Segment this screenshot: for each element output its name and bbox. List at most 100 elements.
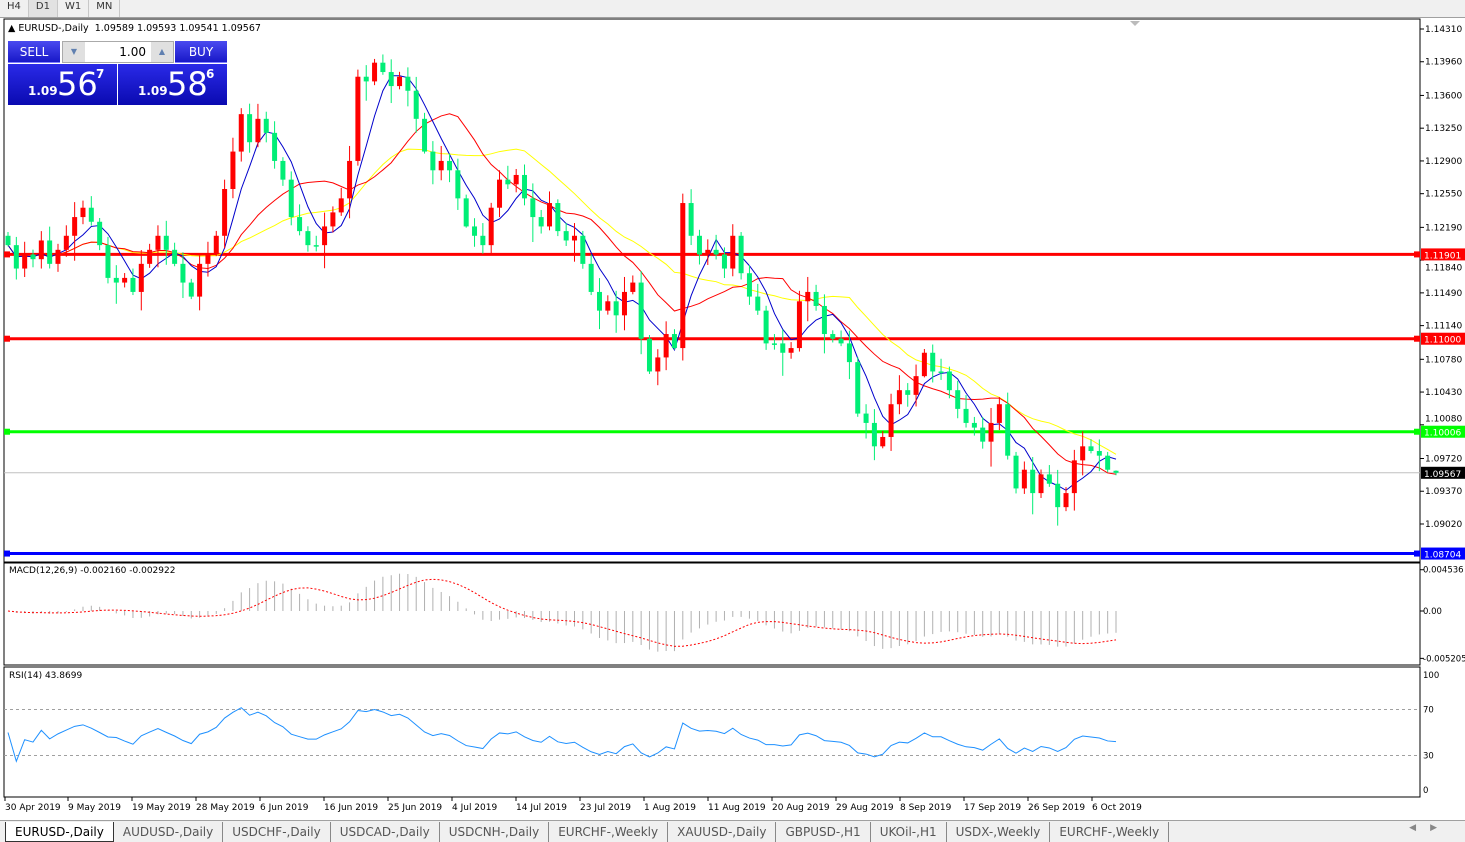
macd-axis-label: -0.005205 xyxy=(1423,654,1465,664)
price-axis-label: 1.10080 xyxy=(1425,415,1462,425)
candle-body xyxy=(971,422,977,428)
candle-body xyxy=(780,343,786,353)
candle-body xyxy=(105,245,111,278)
chart-title: ▲ EURUSD-,Daily 1.09589 1.09593 1.09541 … xyxy=(8,23,261,34)
timeframe-d1[interactable]: D1 xyxy=(28,0,58,17)
tab-scroll-arrows[interactable]: ◀▶ xyxy=(1409,823,1451,833)
rsi-line xyxy=(7,707,1117,763)
candle-body xyxy=(1113,470,1119,473)
lot-decrease-icon[interactable]: ▼ xyxy=(63,42,85,62)
candle-body xyxy=(596,291,602,311)
candle-body xyxy=(680,203,686,349)
price-axis-label: 1.12190 xyxy=(1425,223,1462,233)
candle-body xyxy=(63,235,69,250)
candle-body xyxy=(1071,460,1077,494)
candle-body xyxy=(813,291,819,306)
level-handle xyxy=(4,251,10,258)
candle-body xyxy=(255,118,261,143)
candle-body xyxy=(263,118,269,133)
timeframe-h4[interactable]: H4 xyxy=(0,0,29,17)
rsi-axis-label: 30 xyxy=(1423,752,1434,762)
ma-medium-line xyxy=(7,113,1117,475)
candle-body xyxy=(1005,404,1011,456)
candle-body xyxy=(130,277,136,292)
chart-tab[interactable]: USDCAD-,Daily xyxy=(331,822,440,842)
chart-tab[interactable]: USDX-,Weekly xyxy=(947,822,1051,842)
candle-body xyxy=(655,357,661,372)
chart-tab[interactable]: UKOil-,H1 xyxy=(871,822,947,842)
date-axis-label: 9 May 2019 xyxy=(68,803,121,813)
lot-size-input[interactable]: 1.00 xyxy=(119,45,146,59)
buy-button[interactable]: BUY xyxy=(175,41,227,63)
macd-panel-frame xyxy=(3,562,1421,666)
candle-body xyxy=(405,76,411,91)
chart-tab[interactable]: USDCNH-,Daily xyxy=(440,822,550,842)
sell-button[interactable]: SELL xyxy=(8,41,60,63)
candle-body xyxy=(730,235,736,269)
timeframe-mn[interactable]: MN xyxy=(89,0,121,17)
ohlc-readout: 1.09589 1.09593 1.09541 1.09567 xyxy=(94,23,261,34)
lot-increase-icon[interactable]: ▲ xyxy=(151,42,173,62)
timeframe-w1[interactable]: W1 xyxy=(58,0,90,17)
lot-size-stepper[interactable]: ▼ 1.00 ▲ xyxy=(62,41,174,63)
candle-body xyxy=(788,348,794,353)
chart-tab[interactable]: EURCHF-,Weekly xyxy=(549,822,669,842)
level-price-tag xyxy=(1421,248,1465,261)
candle-body xyxy=(938,371,944,373)
candle-body xyxy=(30,254,36,260)
date-axis-label: 20 Aug 2019 xyxy=(772,803,830,813)
chart-tab[interactable]: EURCHF-,Weekly xyxy=(1050,822,1170,842)
candle-body xyxy=(1096,451,1102,456)
candle-body xyxy=(113,277,119,283)
chart-tab[interactable]: USDCHF-,Daily xyxy=(223,822,331,842)
candle-body xyxy=(1013,455,1019,489)
buy-price[interactable]: 1.09 58 6 xyxy=(118,64,227,105)
date-axis-label: 16 Jun 2019 xyxy=(324,803,378,813)
level-price-label: 1.11901 xyxy=(1424,251,1461,261)
candle-body xyxy=(805,291,811,302)
candle-body xyxy=(347,160,353,199)
candle-body xyxy=(988,422,994,442)
candle-body xyxy=(821,305,827,335)
candle-body xyxy=(330,212,336,227)
candle-body xyxy=(497,179,503,208)
macd-axis-label: 0.004536 xyxy=(1423,566,1464,576)
candle-body xyxy=(380,62,386,73)
chart-tab[interactable]: EURUSD-,Daily xyxy=(5,822,114,842)
chart-tab[interactable]: XAUUSD-,Daily xyxy=(668,822,777,842)
candle-body xyxy=(172,249,178,264)
candle-body xyxy=(513,174,519,185)
scroll-left-icon[interactable]: ◀ xyxy=(1409,823,1431,833)
level-handle xyxy=(1414,335,1420,342)
candle-body xyxy=(913,376,919,395)
candle-body xyxy=(571,235,577,241)
sell-price[interactable]: 1.09 56 7 xyxy=(8,64,117,105)
candle-body xyxy=(1080,446,1086,461)
candle-body xyxy=(47,240,53,264)
rsi-axis-label: 100 xyxy=(1423,671,1439,681)
macd-label: MACD(12,26,9) -0.002160 -0.002922 xyxy=(9,566,176,576)
candle-body xyxy=(1030,469,1036,494)
price-axis-label: 1.11840 xyxy=(1425,263,1462,273)
candle-body xyxy=(222,189,228,236)
chart-tab[interactable]: AUDUSD-,Daily xyxy=(114,822,224,842)
scroll-right-icon[interactable]: ▶ xyxy=(1430,823,1451,833)
date-axis-label: 30 Apr 2019 xyxy=(5,803,61,813)
chart-tab[interactable]: GBPUSD-,H1 xyxy=(776,822,871,842)
candle-body xyxy=(1105,455,1111,470)
candle-body xyxy=(230,151,236,190)
candle-body xyxy=(796,301,802,349)
candle-body xyxy=(372,62,378,82)
ma-fast-line xyxy=(7,75,1117,491)
candle-body xyxy=(430,151,436,171)
candle-body xyxy=(638,282,644,339)
candle-body xyxy=(338,198,344,213)
current-price-tag xyxy=(1421,466,1465,479)
price-axis-label: 1.10430 xyxy=(1425,388,1462,398)
price-axis-label: 1.12900 xyxy=(1425,157,1462,167)
main-chart-frame xyxy=(3,18,1421,563)
candle-body xyxy=(763,310,769,344)
candle-body xyxy=(830,334,836,339)
candle-body xyxy=(422,118,428,152)
